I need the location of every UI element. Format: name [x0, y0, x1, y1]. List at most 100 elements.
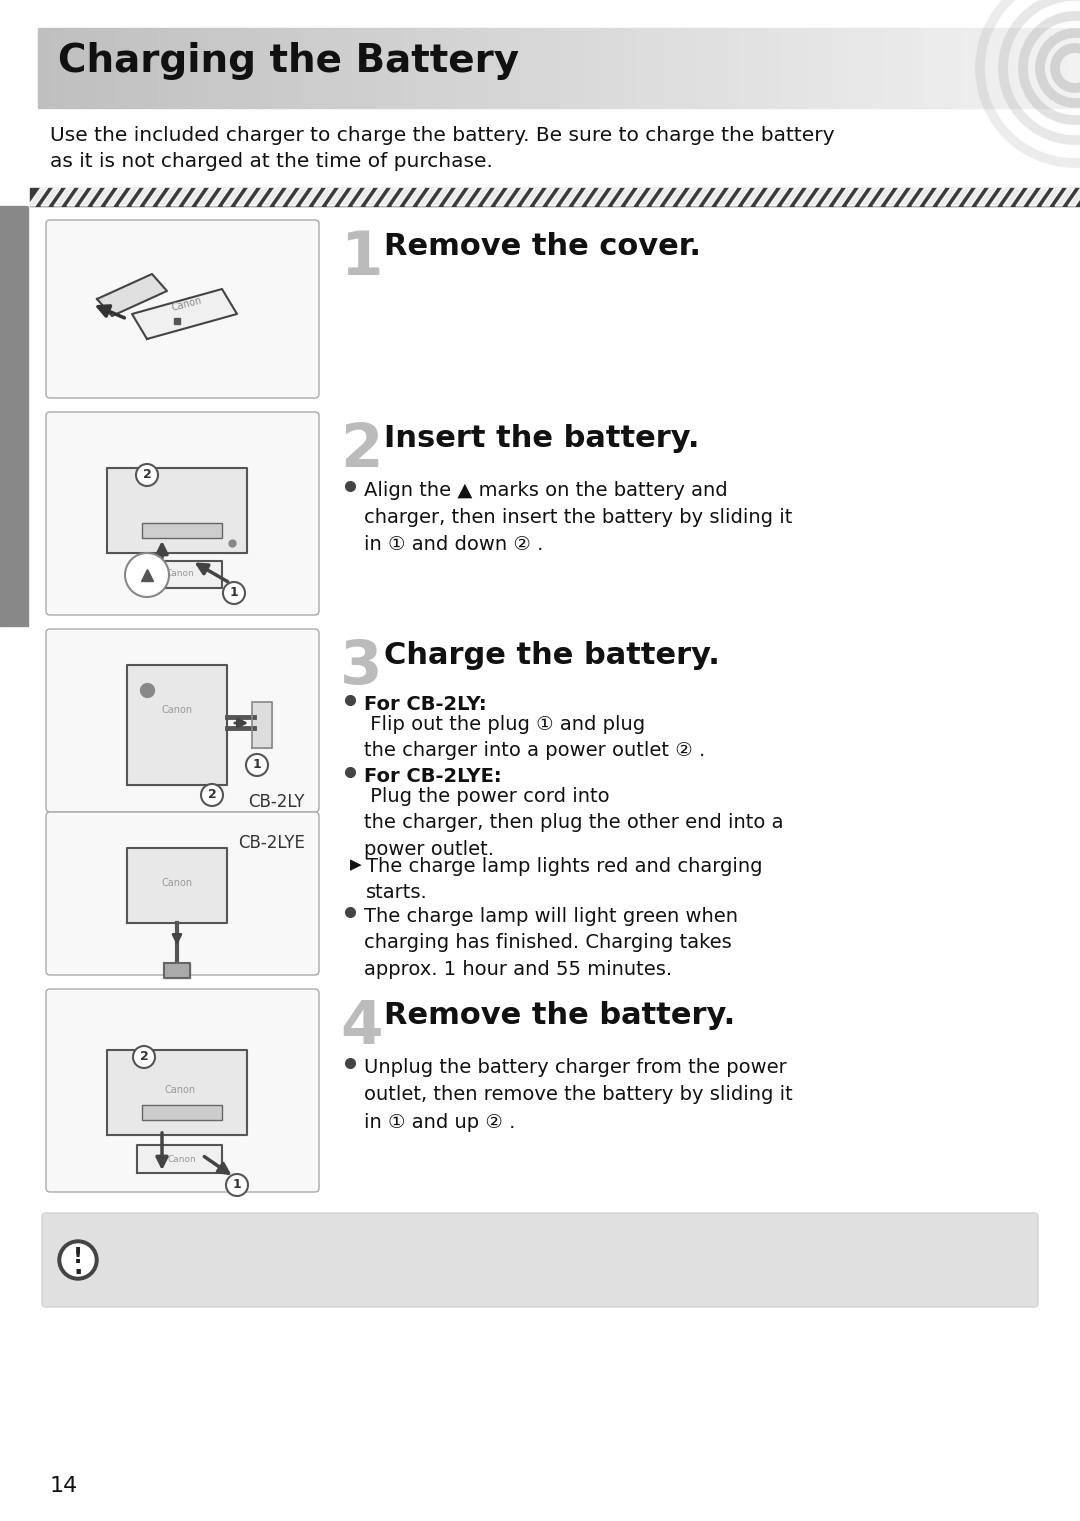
Polygon shape	[951, 189, 971, 205]
Bar	[143, 27, 156, 108]
Text: 24 hours continuously.: 24 hours continuously.	[110, 1262, 329, 1281]
Polygon shape	[1003, 189, 1023, 205]
Bar	[1067, 27, 1080, 108]
FancyBboxPatch shape	[42, 1214, 1038, 1307]
Polygon shape	[67, 189, 86, 205]
Text: For CB-2LYE:: For CB-2LYE:	[364, 767, 501, 786]
Polygon shape	[137, 561, 222, 589]
Text: Canon: Canon	[165, 569, 194, 578]
Polygon shape	[301, 189, 321, 205]
Bar	[77, 27, 91, 108]
Circle shape	[246, 754, 268, 776]
Polygon shape	[535, 189, 555, 205]
Bar	[598, 27, 611, 108]
Bar	[859, 27, 873, 108]
Polygon shape	[1068, 189, 1080, 205]
Polygon shape	[1016, 189, 1036, 205]
Circle shape	[58, 1240, 98, 1281]
Polygon shape	[93, 189, 112, 205]
Text: Align the ▲ marks on the battery and
charger, then insert the battery by sliding: Align the ▲ marks on the battery and cha…	[364, 481, 793, 555]
Text: Charge the battery.: Charge the battery.	[384, 640, 720, 669]
Polygon shape	[145, 189, 164, 205]
Polygon shape	[275, 189, 295, 205]
Bar	[897, 27, 912, 108]
Bar	[311, 27, 325, 108]
Bar	[728, 27, 742, 108]
Polygon shape	[249, 189, 269, 205]
Polygon shape	[626, 189, 646, 205]
Polygon shape	[119, 189, 138, 205]
Polygon shape	[588, 189, 607, 205]
Polygon shape	[1029, 189, 1049, 205]
Bar	[976, 27, 989, 108]
Circle shape	[125, 554, 168, 598]
Bar	[246, 27, 260, 108]
Bar	[494, 27, 508, 108]
Text: Canon: Canon	[164, 1084, 195, 1095]
Bar	[663, 27, 677, 108]
Bar	[233, 27, 247, 108]
Bar	[429, 27, 443, 108]
FancyBboxPatch shape	[46, 989, 319, 1192]
Bar	[624, 27, 637, 108]
Polygon shape	[769, 189, 788, 205]
Polygon shape	[107, 1049, 247, 1135]
Bar	[130, 27, 143, 108]
Polygon shape	[548, 189, 568, 205]
Circle shape	[201, 783, 222, 806]
Bar	[872, 27, 886, 108]
FancyBboxPatch shape	[46, 812, 319, 975]
Polygon shape	[210, 189, 230, 205]
Text: To protect the battery and prolong its life, do not charge it for longer than: To protect the battery and prolong its l…	[110, 1237, 832, 1255]
Text: CB-2LY: CB-2LY	[248, 792, 305, 811]
Bar	[194, 27, 207, 108]
Polygon shape	[405, 189, 424, 205]
Bar	[0, 205, 28, 627]
Text: Insert the battery.: Insert the battery.	[384, 424, 700, 453]
Polygon shape	[509, 189, 528, 205]
Polygon shape	[184, 189, 204, 205]
Text: 14: 14	[50, 1475, 78, 1497]
Bar	[689, 27, 703, 108]
Bar	[156, 27, 168, 108]
Text: 1: 1	[230, 587, 239, 599]
Polygon shape	[41, 189, 60, 205]
Polygon shape	[222, 189, 243, 205]
Polygon shape	[392, 189, 411, 205]
Bar	[936, 27, 950, 108]
Bar	[403, 27, 416, 108]
Polygon shape	[158, 189, 177, 205]
Text: 2: 2	[139, 1051, 148, 1063]
Polygon shape	[899, 189, 919, 205]
Polygon shape	[782, 189, 801, 205]
Polygon shape	[613, 189, 633, 205]
Bar	[519, 27, 534, 108]
Polygon shape	[340, 189, 360, 205]
Polygon shape	[924, 189, 945, 205]
Polygon shape	[600, 189, 620, 205]
FancyBboxPatch shape	[46, 221, 319, 399]
Polygon shape	[691, 189, 711, 205]
Polygon shape	[107, 468, 247, 554]
Text: Remove the cover.: Remove the cover.	[384, 233, 701, 262]
Text: Canon: Canon	[167, 1154, 197, 1164]
Polygon shape	[431, 189, 450, 205]
Polygon shape	[197, 189, 217, 205]
Bar	[507, 27, 521, 108]
Bar	[532, 27, 546, 108]
Bar	[207, 27, 220, 108]
Polygon shape	[847, 189, 866, 205]
Bar	[364, 27, 377, 108]
Bar	[572, 27, 585, 108]
Text: 2: 2	[340, 421, 382, 481]
Bar	[949, 27, 963, 108]
Bar	[272, 27, 286, 108]
Polygon shape	[717, 189, 737, 205]
Bar	[962, 27, 976, 108]
Bar	[298, 27, 312, 108]
Text: as it is not charged at the time of purchase.: as it is not charged at the time of purc…	[50, 152, 492, 170]
Polygon shape	[418, 189, 437, 205]
Text: 2: 2	[143, 468, 151, 482]
Text: ▶: ▶	[350, 856, 362, 872]
Polygon shape	[97, 274, 167, 316]
